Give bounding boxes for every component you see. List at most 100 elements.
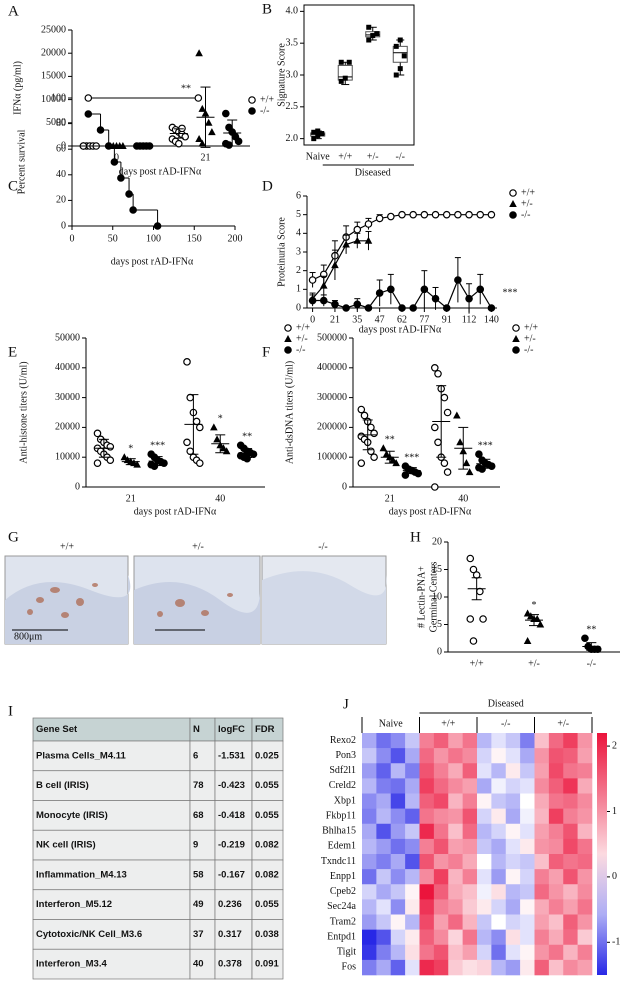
data-point <box>440 393 449 402</box>
row-label: Creld2 <box>329 780 356 791</box>
heat-cell <box>577 944 593 961</box>
heat-cell <box>563 914 578 930</box>
y-tick-label: 2 <box>296 265 301 276</box>
x-tick-label: +/- <box>367 151 379 162</box>
heat-cell <box>419 778 435 794</box>
tissue <box>5 575 131 644</box>
micrograph-label: +/- <box>192 541 204 552</box>
heat-cell <box>390 869 406 885</box>
heat-cell <box>548 899 564 915</box>
heat-cell <box>405 823 420 840</box>
heat-cell <box>491 854 507 870</box>
y-tick-label: 20000 <box>55 422 80 433</box>
table-text: 9 <box>193 840 198 851</box>
heat-cell <box>433 748 449 764</box>
heat-cell <box>520 823 535 840</box>
data-point <box>409 304 417 312</box>
group-label: -/- <box>501 718 510 729</box>
heat-cell <box>405 793 420 809</box>
heat-cell <box>405 808 420 825</box>
table-text: -0.167 <box>218 869 245 880</box>
heat-cell <box>390 733 406 749</box>
heat-cell <box>505 869 521 885</box>
heat-cell <box>505 959 521 976</box>
heat-cell <box>405 778 420 794</box>
y-tick-label: 40 <box>56 169 66 180</box>
heat-cell <box>362 748 377 764</box>
heat-cell <box>563 823 578 840</box>
heat-cell <box>491 869 507 885</box>
data-point <box>96 126 105 134</box>
heat-cell <box>505 854 521 870</box>
table-text: 0.236 <box>218 899 242 910</box>
legend-label: +/- <box>524 333 536 344</box>
data-point <box>387 212 395 221</box>
heat-cell <box>405 959 420 976</box>
legend-label: +/+ <box>524 322 538 333</box>
data-point <box>319 296 328 305</box>
legend-label: -/- <box>260 105 269 116</box>
heat-cell <box>577 763 593 779</box>
data-point <box>308 296 317 305</box>
data-point <box>434 369 442 378</box>
heat-cell <box>462 884 478 900</box>
heat-cell <box>577 808 593 825</box>
legend-swatch <box>284 335 292 342</box>
heat-cell <box>577 778 593 794</box>
heat-cell <box>491 808 507 825</box>
heat-cell <box>433 869 449 885</box>
heat-cell <box>491 748 507 764</box>
heat-cell <box>520 838 535 855</box>
legend-label: +/+ <box>296 322 310 333</box>
heat-cell <box>448 778 463 794</box>
panel-letter: H <box>410 529 421 545</box>
heat-cell <box>577 959 593 976</box>
heat-cell <box>462 854 478 870</box>
x-tick-label: 47 <box>375 314 385 325</box>
data-point <box>431 294 440 303</box>
heat-cell <box>534 808 550 825</box>
heat-cell <box>362 944 377 961</box>
heat-cell <box>405 854 420 870</box>
heat-cell <box>577 733 593 749</box>
table-text: Cytotoxic/NK Cell_M3.6 <box>36 929 142 940</box>
data-point <box>183 358 191 366</box>
legend-swatch <box>248 96 256 104</box>
heat-cell <box>448 748 463 764</box>
data-point <box>375 289 384 297</box>
heat-cell <box>419 869 435 885</box>
heat-cell <box>390 914 406 930</box>
data-point <box>398 210 406 219</box>
table-text: -0.423 <box>218 780 245 791</box>
table-text: 0.025 <box>255 750 279 761</box>
y-tick-label: 0 <box>296 302 301 313</box>
heat-cell <box>462 929 478 946</box>
heat-cell <box>577 899 593 915</box>
legend-label: -/- <box>521 209 530 220</box>
data-point <box>581 634 589 643</box>
heat-cell <box>505 899 521 915</box>
data-point <box>393 72 399 78</box>
table-cell <box>214 829 253 861</box>
data-point <box>440 459 449 467</box>
group-label: +/+ <box>441 718 455 729</box>
y-tick-label: 20 <box>56 195 66 206</box>
heat-cell <box>433 808 449 825</box>
heat-cell <box>405 733 420 749</box>
data-point <box>315 128 321 134</box>
table-cell <box>251 889 284 920</box>
heat-cell <box>390 778 406 794</box>
annotation: ** <box>181 83 191 94</box>
heat-cell <box>548 748 564 764</box>
table-text: Interferon_M3.4 <box>36 959 107 970</box>
data-point <box>353 300 362 309</box>
heat-cell <box>491 944 507 961</box>
table-text: -0.219 <box>218 840 245 851</box>
data-point <box>219 444 228 452</box>
heat-cell <box>362 854 377 870</box>
heat-cell <box>376 959 392 976</box>
y-tick-label: 200000 <box>317 422 347 433</box>
heat-cell <box>462 778 478 794</box>
table-cell <box>251 770 284 801</box>
heat-cell <box>534 793 550 809</box>
